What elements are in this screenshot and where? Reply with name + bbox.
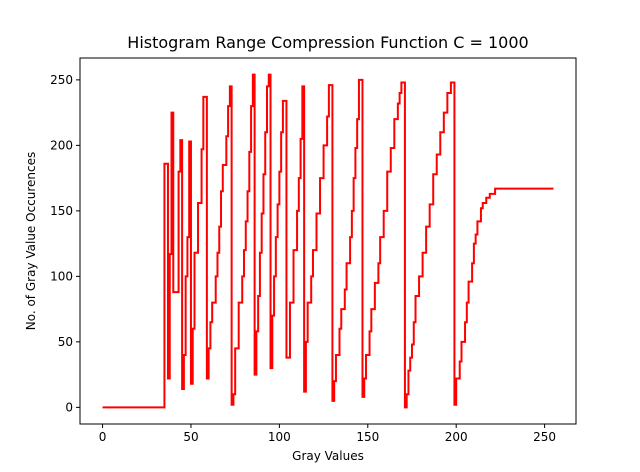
- y-tick-label: 200: [50, 138, 73, 152]
- x-tick-label: 50: [183, 430, 198, 444]
- y-tick-label: 50: [58, 335, 73, 349]
- x-axis-label: Gray Values: [292, 449, 364, 463]
- chart-title: Histogram Range Compression Function C =…: [127, 33, 528, 52]
- x-tick-label: 150: [356, 430, 379, 444]
- y-axis-label: No. of Gray Value Occurences: [24, 152, 38, 331]
- plot-frame: [79, 57, 577, 425]
- y-tick-label: 150: [50, 204, 73, 218]
- x-tick-label: 0: [99, 430, 107, 444]
- y-tick-label: 100: [50, 269, 73, 283]
- x-tick-label: 250: [533, 430, 556, 444]
- data-line: [102, 73, 554, 409]
- y-tick-label: 0: [65, 400, 73, 414]
- x-tick-label: 200: [445, 430, 468, 444]
- y-tick-label: 250: [50, 73, 73, 87]
- x-tick-label: 100: [268, 430, 291, 444]
